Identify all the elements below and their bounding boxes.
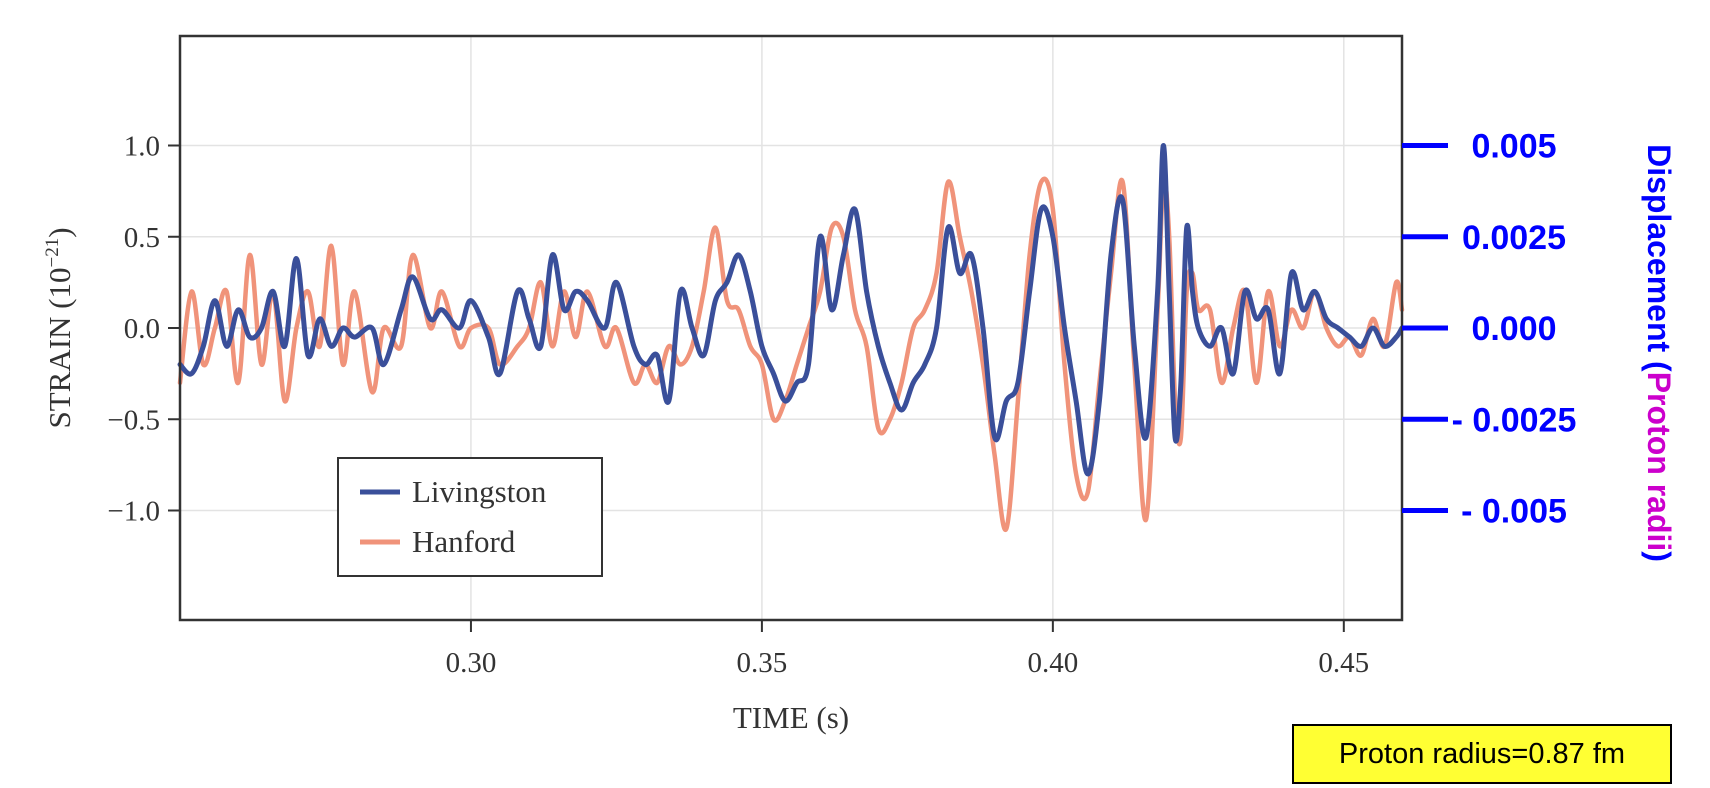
right-axis-title-proton-radii: Proton radii xyxy=(1641,372,1677,552)
x-tick-label: 0.30 xyxy=(446,647,497,679)
x-tick-label: 0.35 xyxy=(737,647,788,679)
right-axis: 0.005 0.0025 0.000 - 0.0025 - 0.005 xyxy=(1402,128,1576,531)
right-axis-tick-label: 0.000 xyxy=(1471,310,1556,348)
y-tick-label: −1.0 xyxy=(107,496,160,528)
right-axis-title-close: ) xyxy=(1641,551,1677,562)
right-axis-tick-label: 0.005 xyxy=(1471,128,1556,166)
proton-radius-note: Proton radius=0.87 fm xyxy=(1292,724,1672,784)
legend-box xyxy=(337,457,603,577)
right-axis-tick-label: - 0.005 xyxy=(1461,493,1567,531)
y-tick-label: −0.5 xyxy=(107,404,160,436)
legend: Livingston Hanford xyxy=(337,457,603,577)
right-axis-title: Displacement (Proton radii) xyxy=(1641,144,1677,562)
y-tick-label: 0.0 xyxy=(124,313,160,345)
legend-label-hanford: Hanford xyxy=(412,524,516,559)
proton-radius-note-text: Proton radius=0.87 fm xyxy=(1338,737,1626,770)
right-axis-tick-label: 0.0025 xyxy=(1462,219,1566,257)
y-axis-title-exponent: −21 xyxy=(42,238,63,268)
legend-label-livingston: Livingston xyxy=(412,474,547,509)
y-axis-title-main: STRAIN (10 xyxy=(42,268,77,429)
x-axis-title: TIME (s) xyxy=(733,700,849,735)
y-tick-label: 1.0 xyxy=(124,131,160,163)
right-axis-title-displacement: Displacement ( xyxy=(1641,144,1677,372)
x-tick-label: 0.45 xyxy=(1318,647,1369,679)
y-axis-title: STRAIN (10−21) xyxy=(42,227,77,428)
series-line-livingston xyxy=(177,143,1405,477)
series-lines xyxy=(177,143,1405,532)
y-tick-label: 0.5 xyxy=(124,222,160,254)
y-axis-title-close: ) xyxy=(42,227,77,237)
right-axis-tick-label: - 0.0025 xyxy=(1452,401,1577,439)
axis-ticks: 1.0 0.5 0.0 −0.5 −1.0 0.30 0.35 0.40 0.45 xyxy=(107,131,1369,680)
x-tick-label: 0.40 xyxy=(1027,647,1078,679)
